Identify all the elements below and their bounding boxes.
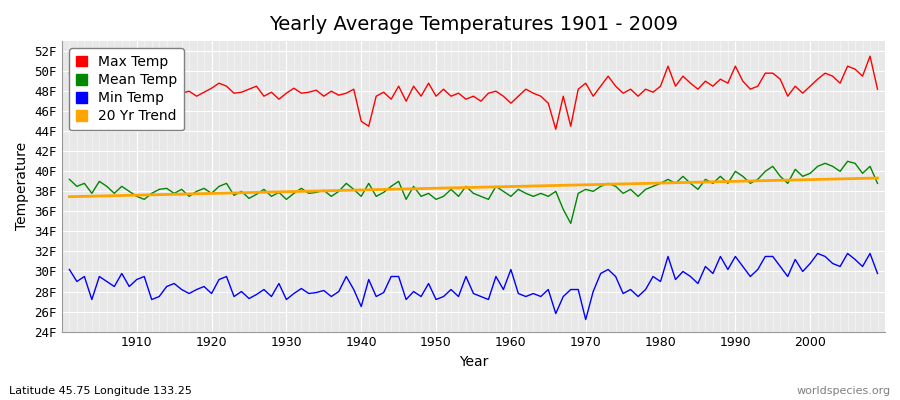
Line: Mean Temp: Mean Temp [69, 161, 878, 224]
Mean Temp [506, 194, 517, 199]
20 Yr Trend [289, 189, 300, 194]
Mean Temp [872, 181, 883, 186]
Y-axis label: Temperature: Temperature [15, 142, 29, 230]
Max Temp [333, 93, 344, 98]
Max Temp [64, 71, 75, 76]
Min Temp [813, 251, 824, 256]
Max Temp [498, 94, 508, 99]
Min Temp [289, 291, 300, 296]
Min Temp [498, 287, 508, 292]
Max Temp [289, 86, 300, 90]
Text: Latitude 45.75 Longitude 133.25: Latitude 45.75 Longitude 133.25 [9, 386, 192, 396]
Max Temp [603, 74, 614, 78]
Mean Temp [333, 189, 344, 194]
Max Temp [506, 101, 517, 106]
20 Yr Trend [333, 188, 344, 193]
Max Temp [124, 91, 135, 96]
Line: Max Temp: Max Temp [69, 56, 878, 129]
Min Temp [506, 267, 517, 272]
Min Temp [333, 289, 344, 294]
20 Yr Trend [498, 184, 508, 189]
Mean Temp [565, 221, 576, 226]
Text: worldspecies.org: worldspecies.org [796, 386, 891, 396]
Min Temp [64, 267, 75, 272]
20 Yr Trend [64, 194, 75, 199]
20 Yr Trend [595, 182, 606, 187]
Mean Temp [64, 177, 75, 182]
Line: Min Temp: Min Temp [69, 254, 878, 320]
Mean Temp [498, 189, 508, 194]
Mean Temp [842, 159, 853, 164]
Legend: Max Temp, Mean Temp, Min Temp, 20 Yr Trend: Max Temp, Mean Temp, Min Temp, 20 Yr Tre… [69, 48, 184, 130]
Max Temp [872, 87, 883, 92]
20 Yr Trend [124, 193, 135, 198]
Min Temp [580, 317, 591, 322]
Title: Yearly Average Temperatures 1901 - 2009: Yearly Average Temperatures 1901 - 2009 [269, 15, 678, 34]
Min Temp [603, 267, 614, 272]
Min Temp [872, 271, 883, 276]
Mean Temp [124, 189, 135, 194]
Line: 20 Yr Trend: 20 Yr Trend [69, 178, 878, 197]
20 Yr Trend [872, 176, 883, 180]
Max Temp [865, 54, 876, 58]
Max Temp [551, 127, 562, 132]
Mean Temp [289, 191, 300, 196]
20 Yr Trend [506, 184, 517, 189]
Min Temp [124, 284, 135, 289]
Mean Temp [603, 181, 614, 186]
X-axis label: Year: Year [459, 355, 488, 369]
